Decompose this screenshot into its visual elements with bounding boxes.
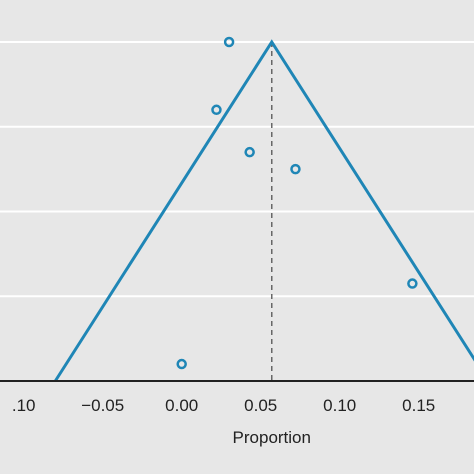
x-tick-labels: .10 −0.05 0.00 0.05 0.10 0.15 (12, 396, 435, 415)
study-points (176, 36, 418, 370)
x-axis-title: Proportion (233, 428, 311, 447)
x-tick-label: 0.15 (402, 396, 435, 415)
funnel-outline (54, 39, 474, 382)
x-tick-label: 0.05 (244, 396, 277, 415)
x-tick-label: 0.10 (323, 396, 356, 415)
study-point (407, 278, 418, 289)
study-point (211, 104, 222, 116)
x-tick-label: −0.05 (81, 396, 124, 415)
x-tick-label: .10 (12, 396, 36, 415)
gridlines (0, 41, 474, 298)
x-tick-label: 0.00 (165, 396, 198, 415)
study-point (244, 146, 255, 158)
study-point (176, 358, 187, 370)
study-point (223, 36, 235, 48)
study-point (290, 163, 301, 175)
